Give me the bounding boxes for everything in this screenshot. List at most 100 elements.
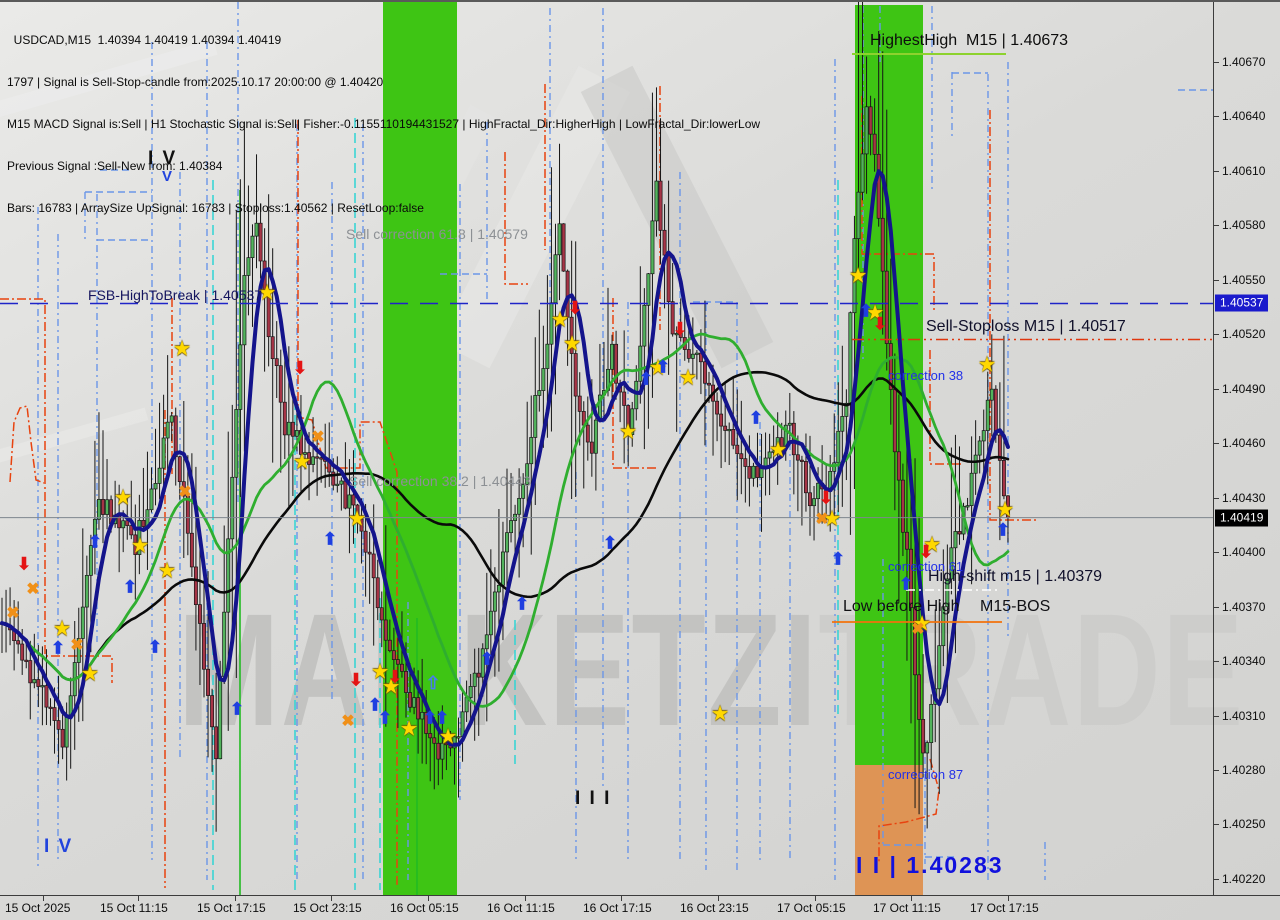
star-signal-icon: ★ [347,507,367,531]
price-tick-label: 1.40490 [1222,382,1266,396]
time-tick-label: 17 Oct 05:15 [777,901,846,915]
buy-arrow-icon: ⬆ [514,594,530,614]
price-tick-label: 1.40370 [1222,600,1266,614]
time-tick-label: 17 Oct 17:15 [970,901,1039,915]
atr-channel-line [9,405,45,484]
fsb-high-to-break-label: FSB-HighToBreak | 1.40537 [88,287,263,303]
price-tick-label: 1.40610 [1222,164,1266,178]
price-tick-label: 1.40520 [1222,327,1266,341]
buy-arrow-icon: ⬆ [50,638,66,658]
price-tick [1214,116,1219,117]
time-tick-label: 17 Oct 11:15 [873,901,941,915]
price-tick-label: 1.40430 [1222,491,1266,505]
price-tick [1214,443,1219,444]
price-tick [1214,716,1219,717]
price-tick [1214,824,1219,825]
star-signal-icon: ★ [562,332,582,356]
buy-arrow-icon: ⬆ [87,532,103,552]
time-tick-label: 16 Oct 11:15 [487,901,555,915]
hollow-arrow-icon: ⇧ [425,673,441,693]
exit-cross-icon: ✖ [26,581,40,598]
buy-arrow-icon: ⬆ [434,708,450,728]
buy-arrow-icon: ⬆ [322,529,338,549]
price-tick [1214,552,1219,553]
price-tick-label: 1.40310 [1222,709,1266,723]
chart-info-line: Previous Signal :Sell-New from: 1.40384 [7,159,223,173]
highlight-band [383,2,457,895]
buy-arrow-icon: ⬆ [377,708,393,728]
price-axis-border [1213,2,1214,895]
star-signal-icon: ★ [257,281,277,305]
time-tick [1008,896,1009,901]
star-signal-icon: ★ [381,675,401,699]
broker-watermark-main: MARKETZI [178,580,819,759]
price-tick [1214,225,1219,226]
correction-61-label: correction 61 [888,559,964,574]
candlestick-series [0,2,1010,832]
price-tick [1214,389,1219,390]
price-tick [1214,879,1219,880]
sell-arrow-icon: ⬇ [918,542,934,562]
chart-info-line: M15 MACD Signal is:Sell | H1 Stochastic … [7,117,761,131]
star-signal-icon: ★ [370,660,390,684]
buy-arrow-icon: ⬆ [122,577,138,597]
sell-arrow-icon: ⬇ [672,319,688,339]
time-tick [428,896,429,901]
sell-correction-382-label: Sell correction 38.2 | 1.40443 [349,473,531,489]
wave-4-bottom-label: I V [44,836,74,857]
time-tick [621,896,622,901]
exit-cross-icon: ✖ [311,429,325,446]
star-signal-icon: ★ [912,612,932,636]
price-tick-label: 1.40640 [1222,109,1266,123]
star-signal-icon: ★ [438,725,458,749]
time-tick-label: 16 Oct 17:15 [583,901,652,915]
price-tick [1214,280,1219,281]
star-signal-icon: ★ [678,366,698,390]
time-tick [331,896,332,901]
time-tick [815,896,816,901]
chart-info-line: USDCAD,M15 1.40394 1.40419 1.40394 1.404… [7,33,282,47]
buy-arrow-icon: ⬆ [422,708,438,728]
star-signal-icon: ★ [130,534,150,558]
star-signal-icon: ★ [292,450,312,474]
price-tick [1214,171,1219,172]
buy-arrow-icon: ⬆ [995,520,1011,540]
wave-2-price-label: I I | 1.40283 [856,852,1004,878]
atr-channel-line [861,96,935,310]
price-tick-label: 1.40550 [1222,273,1266,287]
price-tick-label: 1.40280 [1222,763,1266,777]
wave-4-top-label: I V [148,148,178,169]
sell-arrow-icon: ⬇ [348,670,364,690]
price-tag: 1.40537 [1215,294,1269,312]
star-signal-icon: ★ [157,559,177,583]
atr-channel-line [929,350,962,465]
time-tick [911,896,912,901]
chart-canvas[interactable] [0,2,1213,895]
price-tag: 1.40419 [1215,509,1269,527]
exit-cross-icon: ✖ [815,511,829,528]
price-tick-label: 1.40220 [1222,872,1266,886]
sell-correction-618-label: Sell correction 61.8 | 1.40579 [346,226,528,242]
buy-arrow-icon: ⬆ [898,574,914,594]
correction-87-label: correction 87 [888,767,964,782]
price-tick-label: 1.40670 [1222,55,1266,69]
wave-3-label: I I I [575,788,612,809]
star-signal-icon: ★ [618,420,638,444]
chart-info-line: Bars: 16783 | ArraySize UpSignal: 16783 … [7,201,424,215]
star-signal-icon: ★ [113,486,133,510]
star-signal-icon: ★ [822,507,842,531]
atr-channel-line [989,110,1036,521]
slow-ma-line [0,370,1010,682]
sell-stoploss-label: Sell-Stoploss M15 | 1.40517 [926,318,1126,335]
highlight-band [855,765,923,895]
chart-info-header: USDCAD,M15 1.40394 1.40419 1.40394 1.404… [7,5,760,243]
buy-arrow-icon: ⬆ [367,695,383,715]
star-signal-icon: ★ [710,702,730,726]
time-tick [43,896,44,901]
highest-high-label: HighestHigh M15 | 1.40673 [870,32,1069,49]
buy-arrow-icon: ⬆ [147,637,163,657]
time-tick [235,896,236,901]
star-signal-icon: ★ [80,662,100,686]
sell-arrow-icon: ⬇ [567,298,583,318]
